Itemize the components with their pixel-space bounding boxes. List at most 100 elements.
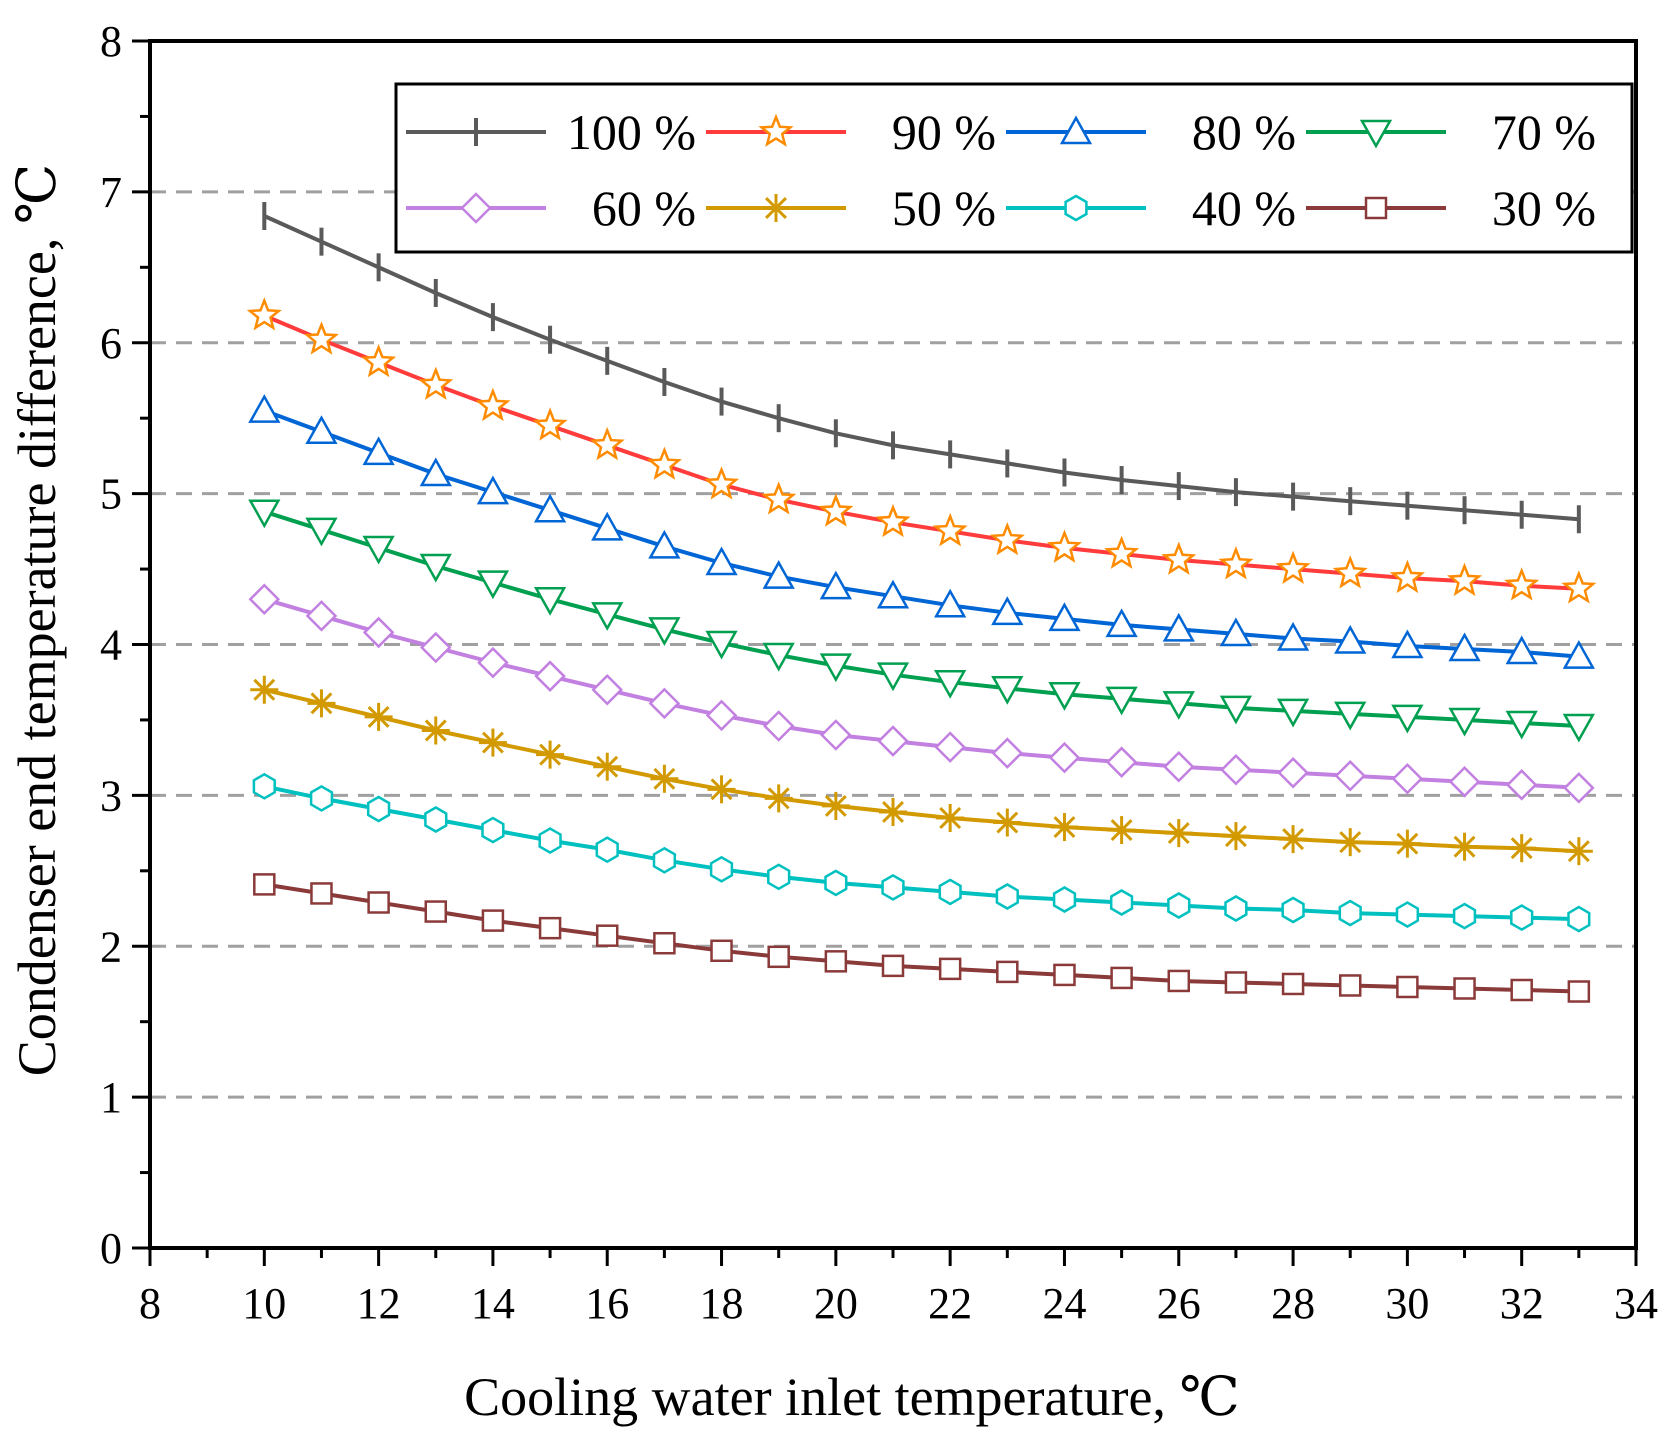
x-tick-label-34: 34 bbox=[1614, 1279, 1658, 1328]
series-70-point-10 bbox=[248, 499, 281, 529]
series-60-point-25 bbox=[1105, 746, 1138, 778]
series-50-point-21 bbox=[879, 797, 907, 826]
series-70-point-12 bbox=[362, 535, 395, 565]
y-tick-label-5: 5 bbox=[100, 470, 122, 519]
series-70-point-30-shape bbox=[1391, 704, 1424, 734]
series-80-point-12 bbox=[362, 436, 395, 466]
series-90-point-14 bbox=[475, 387, 511, 422]
series-40-point-23-shape bbox=[995, 883, 1019, 910]
series-70-point-11 bbox=[305, 517, 338, 547]
series-30-point-28 bbox=[1281, 972, 1305, 996]
series-50-point-11-stroke-3 bbox=[310, 692, 333, 715]
series-80-point-19 bbox=[762, 560, 795, 589]
x-tick-label-8: 8 bbox=[139, 1279, 161, 1328]
series-60-point-33-shape bbox=[1563, 772, 1595, 804]
series-40-point-30-shape bbox=[1395, 901, 1420, 929]
series-40-point-13-shape bbox=[424, 806, 448, 833]
series-60-point-12-shape bbox=[362, 616, 395, 649]
series-80-point-14-shape bbox=[476, 475, 510, 505]
gridlines bbox=[150, 190, 1636, 1099]
series-80-point-12-shape bbox=[362, 436, 395, 466]
series-50-point-16-stroke-3 bbox=[596, 755, 619, 778]
series-50-point-32-stroke-3 bbox=[1510, 837, 1533, 860]
series-30-point-25-shape bbox=[1110, 966, 1133, 990]
series-70-point-25 bbox=[1105, 686, 1138, 716]
series-70-point-15-shape bbox=[533, 586, 567, 616]
legend-item-90-marker bbox=[758, 113, 794, 147]
series-70-point-29-shape bbox=[1334, 701, 1367, 731]
series-50-point-18-stroke-3 bbox=[710, 778, 733, 801]
series-30-point-23 bbox=[996, 960, 1019, 984]
series-30-point-33-shape bbox=[1567, 980, 1591, 1003]
series-50-point-28-stroke-3 bbox=[1282, 828, 1305, 851]
series-60-point-26-shape bbox=[1163, 750, 1195, 783]
y-tick-label-0: 0 bbox=[100, 1224, 122, 1273]
x-tick-label-22: 22 bbox=[928, 1279, 972, 1328]
series-50-point-27-stroke-3 bbox=[1224, 825, 1247, 848]
series-70-point-16 bbox=[591, 602, 624, 631]
series-40-point-16-shape bbox=[595, 836, 619, 864]
series-90-point-27-shape bbox=[1218, 546, 1254, 580]
series-90-point-16 bbox=[589, 426, 625, 461]
series-60-point-31 bbox=[1448, 766, 1481, 798]
series-90-point-17-shape bbox=[646, 446, 682, 480]
series-50-point-31-stroke-3 bbox=[1453, 835, 1476, 858]
series-30-point-14-shape bbox=[481, 909, 505, 932]
series-70-point-27-shape bbox=[1219, 695, 1253, 725]
series-50-point-30 bbox=[1393, 829, 1422, 858]
series-30-point-16-shape bbox=[595, 924, 619, 947]
series-60-point-17 bbox=[648, 687, 681, 720]
legend-item-40-label: 40 % bbox=[1192, 180, 1296, 236]
series-40-point-27 bbox=[1224, 895, 1248, 922]
x-tick-label-24: 24 bbox=[1042, 1279, 1086, 1328]
series-50-point-25-stroke-3 bbox=[1110, 819, 1133, 842]
series-30-point-18 bbox=[710, 939, 733, 963]
series-30-point-20-shape bbox=[824, 950, 848, 973]
series-50-point-31 bbox=[1450, 832, 1479, 861]
series-90-point-29-shape bbox=[1332, 555, 1368, 589]
series-50-point-27 bbox=[1221, 822, 1250, 851]
series-80-point-25 bbox=[1105, 608, 1138, 638]
series-40-point-25-shape bbox=[1109, 889, 1134, 916]
series-60-point-24-shape bbox=[1048, 741, 1081, 774]
series-80-point-17-shape bbox=[648, 529, 681, 559]
series-50-point-32 bbox=[1507, 834, 1536, 863]
series-40-point-21 bbox=[881, 873, 905, 901]
series-50-point-23-stroke-3 bbox=[996, 811, 1019, 834]
series-90-point-28 bbox=[1275, 550, 1311, 584]
series-40 bbox=[252, 772, 1591, 933]
series-60-point-28-shape bbox=[1277, 756, 1309, 789]
series-80-point-19-shape bbox=[762, 560, 795, 589]
series-40-point-11 bbox=[309, 784, 334, 812]
legend-item-90-marker-shape bbox=[758, 113, 794, 147]
series-40-point-24 bbox=[1052, 886, 1077, 913]
series-30-point-29-shape bbox=[1338, 974, 1362, 997]
series-90-point-19 bbox=[761, 481, 797, 515]
series-60-point-15 bbox=[534, 660, 566, 692]
series-60-point-22-shape bbox=[934, 731, 966, 763]
series-90-point-24-shape bbox=[1046, 529, 1082, 563]
series-50-point-23 bbox=[993, 808, 1022, 837]
series-90-point-28-shape bbox=[1275, 550, 1311, 584]
series-70-point-32-shape bbox=[1505, 710, 1538, 740]
series-30-point-11 bbox=[310, 882, 333, 905]
series-70-point-17-shape bbox=[648, 617, 681, 646]
series-70-point-28 bbox=[1276, 698, 1310, 728]
series-60-point-24 bbox=[1048, 741, 1081, 774]
legend-item-30-marker-shape bbox=[1364, 196, 1388, 220]
series-70-point-23-shape bbox=[991, 676, 1024, 705]
series-30-point-29 bbox=[1338, 974, 1362, 997]
series-50-point-33-stroke-3 bbox=[1567, 840, 1590, 863]
series-70-point-15 bbox=[533, 586, 567, 616]
legend-item-100-label: 100 % bbox=[567, 104, 696, 160]
series-70-point-28-shape bbox=[1276, 698, 1310, 728]
series-60-point-18-shape bbox=[705, 699, 738, 732]
series-60-point-11 bbox=[305, 600, 338, 632]
series-40-point-11-shape bbox=[309, 784, 334, 812]
series-90-point-17 bbox=[646, 446, 682, 480]
series-70-point-14 bbox=[476, 570, 510, 600]
legend-item-70-marker bbox=[1359, 119, 1393, 149]
series-30-point-13-shape bbox=[424, 900, 448, 923]
series-50-point-20-stroke-3 bbox=[824, 794, 847, 817]
series-90 bbox=[246, 297, 1597, 604]
